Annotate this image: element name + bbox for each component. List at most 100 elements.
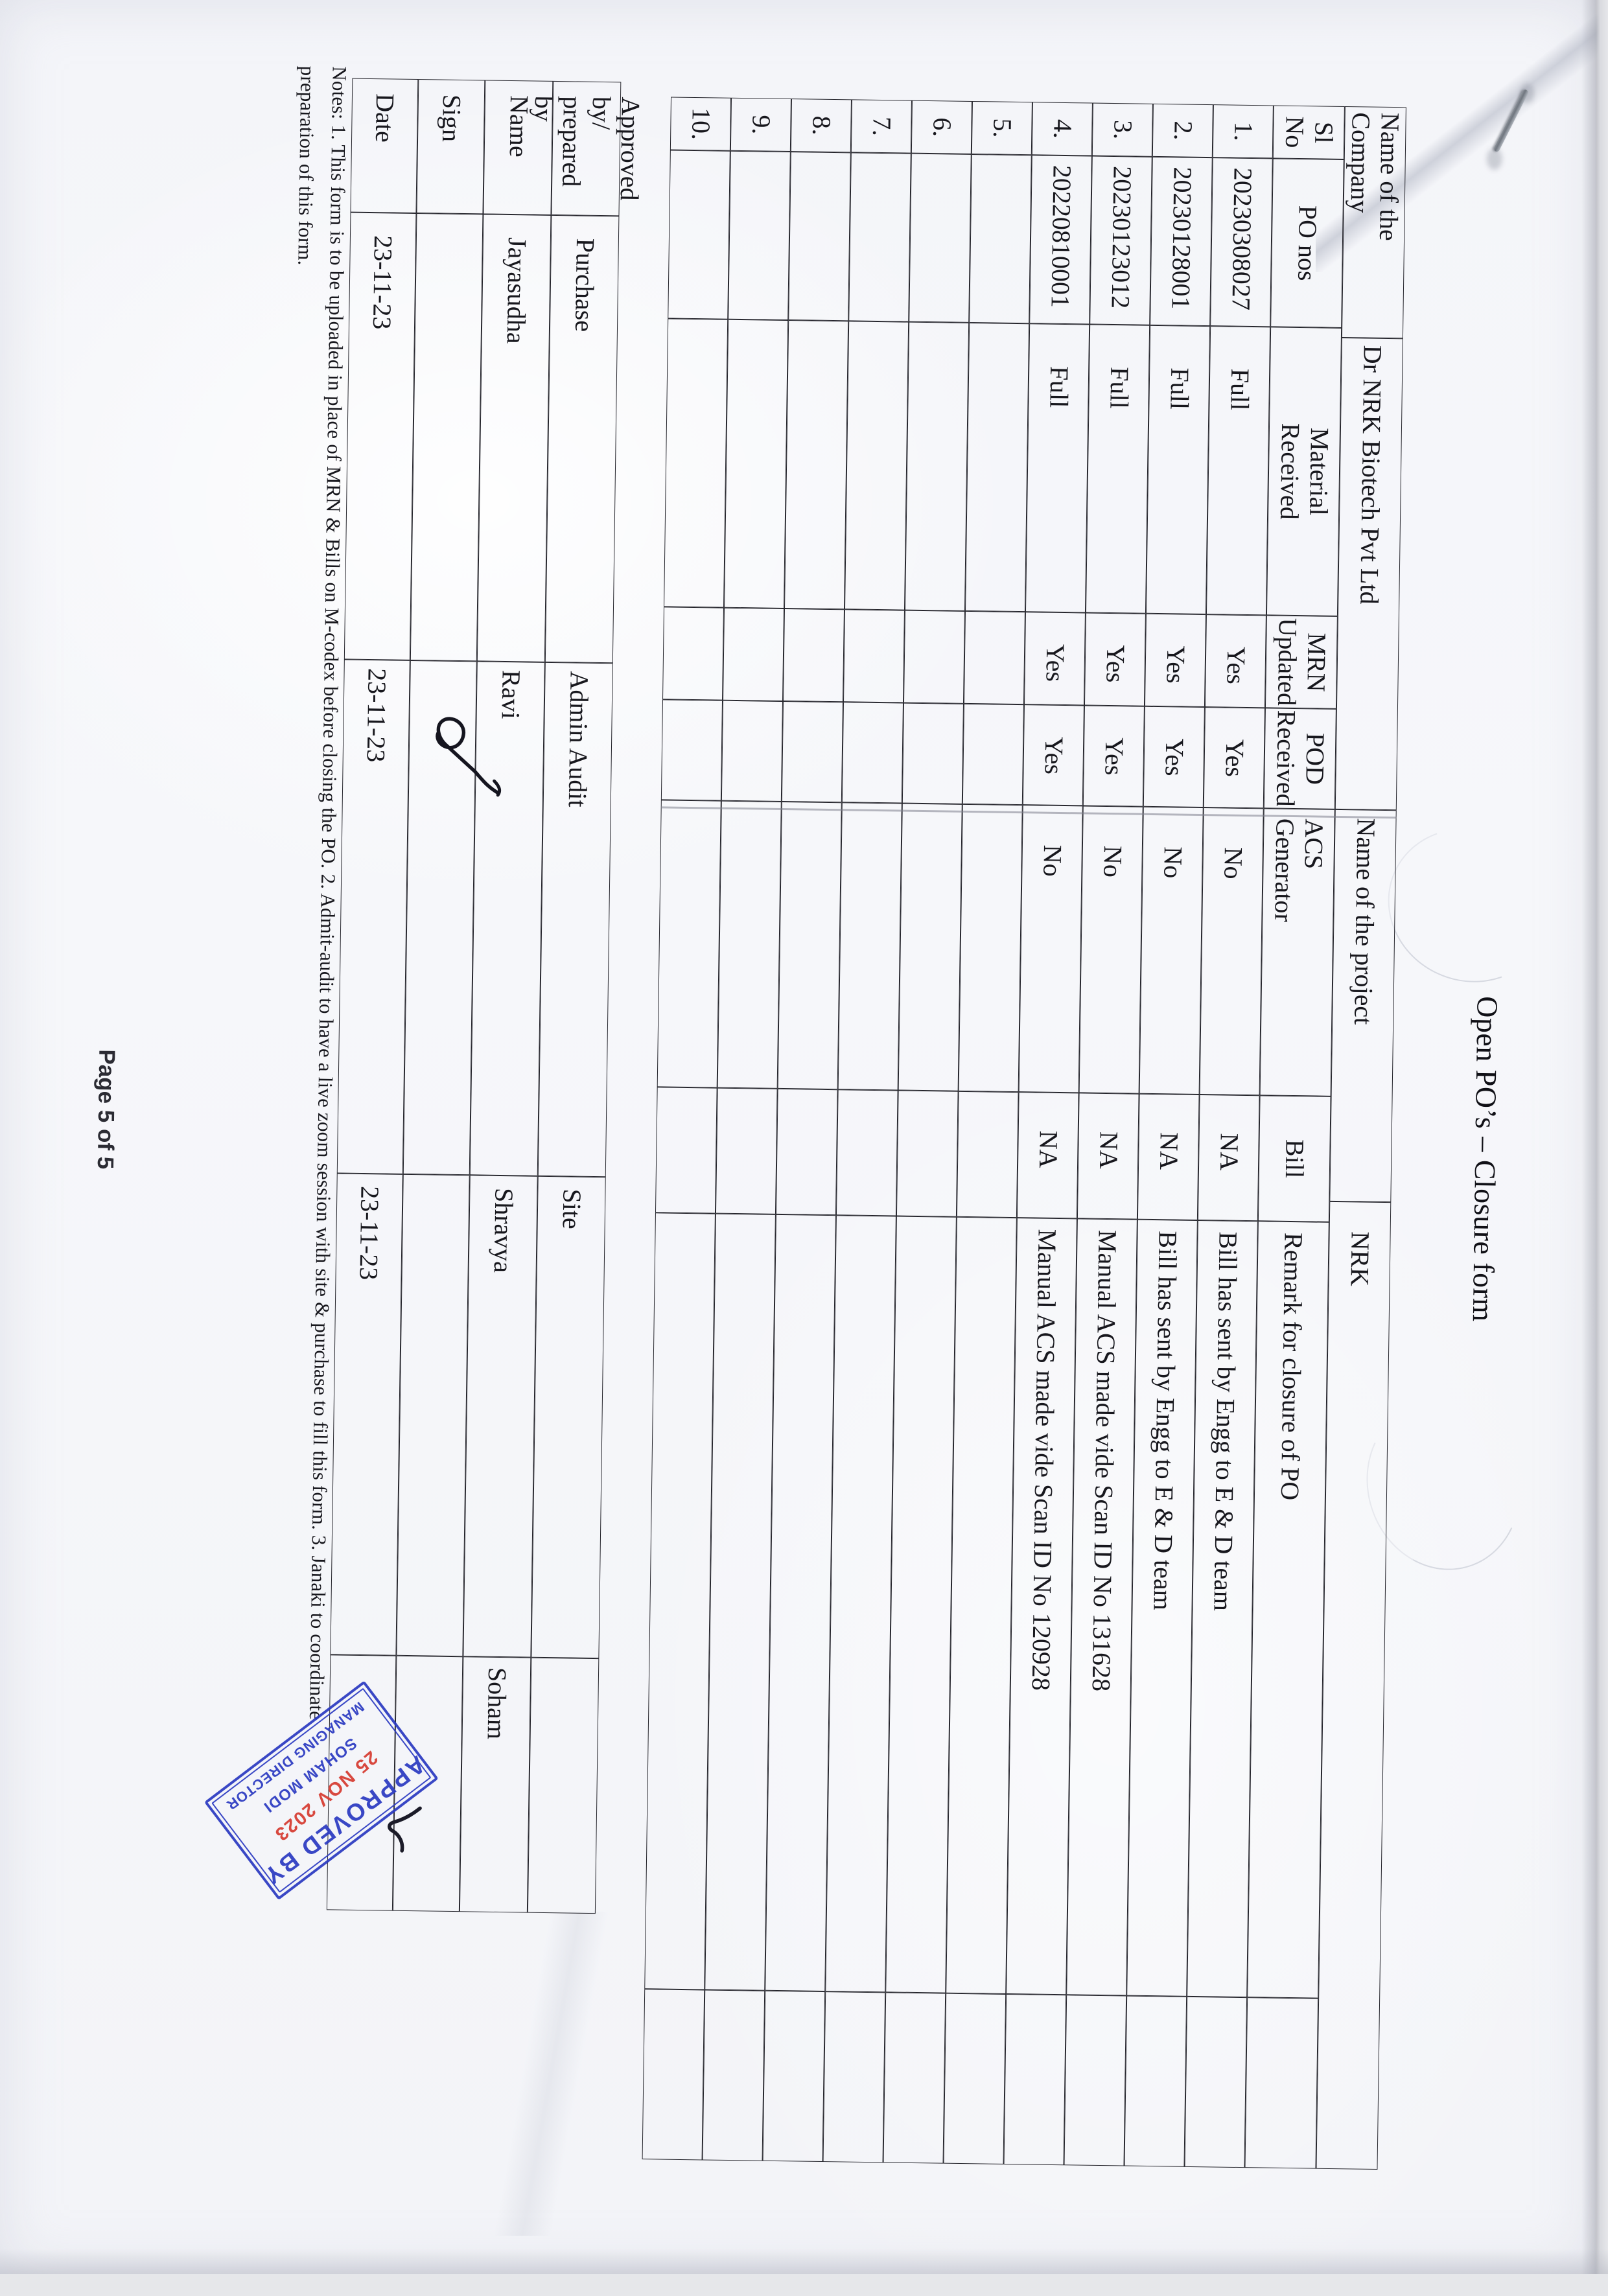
data-cell: Full <box>1025 323 1090 613</box>
data-cell: 1. <box>1212 104 1274 159</box>
data-cell <box>964 322 1030 612</box>
header-cell: Sl No <box>1272 105 1345 159</box>
paper-crease <box>1316 0 1608 272</box>
data-cell <box>835 1089 898 1216</box>
approval-cell: Name <box>483 80 553 215</box>
data-cell: Yes <box>1204 614 1266 708</box>
data-cell <box>843 609 905 703</box>
data-cell <box>883 1992 946 2164</box>
data-cell <box>1124 1995 1187 2167</box>
data-cell <box>844 321 909 610</box>
data-cell <box>958 804 1023 1093</box>
data-cell <box>662 607 725 701</box>
data-cell: NA <box>1137 1093 1200 1220</box>
data-cell: Manual ACS made vide Scan ID No 131628 <box>1066 1218 1137 1996</box>
data-cell <box>664 318 728 608</box>
approval-cell: Soham <box>459 1656 531 1913</box>
data-cell <box>762 1990 826 2163</box>
data-cell: Yes <box>1144 613 1206 708</box>
data-cell: No <box>1018 805 1083 1093</box>
data-cell <box>775 1088 838 1216</box>
data-cell <box>902 702 964 804</box>
header-cell: Material Received <box>1266 327 1342 616</box>
data-cell: 9. <box>730 97 791 152</box>
data-cell <box>724 319 789 609</box>
approval-cell: 23-11-23 <box>344 212 417 660</box>
data-cell: Yes <box>1082 705 1145 807</box>
notes-line-2: preparation of this form. <box>294 65 320 266</box>
data-cell: No <box>1139 806 1204 1095</box>
data-cell: 20230123012 <box>1089 156 1152 325</box>
data-cell <box>946 1216 1017 1994</box>
data-cell: Full <box>1145 325 1211 615</box>
approval-cell: Approved by/ prepared by <box>529 80 646 216</box>
approval-cell: Site <box>531 1176 606 1659</box>
company-row-cell: Dr NRK Biotech Pvt Ltd <box>1334 337 1403 811</box>
data-cell: 10. <box>670 97 732 151</box>
data-cell: Bill has sent by Engg to E & D team <box>1187 1220 1258 1998</box>
data-cell: Yes <box>1084 612 1146 706</box>
data-cell <box>903 610 965 704</box>
data-cell <box>644 1212 716 1990</box>
data-cell: Yes <box>1203 707 1265 809</box>
data-cell <box>788 152 851 321</box>
approval-cell: 23-11-23 <box>330 1173 403 1656</box>
data-cell: Yes <box>1022 704 1084 806</box>
data-cell: Yes <box>1143 706 1205 808</box>
data-cell <box>781 701 844 803</box>
paper-edge <box>1581 0 1608 2274</box>
header-cell <box>1244 1997 1319 2169</box>
data-cell <box>837 802 902 1091</box>
data-cell: 5. <box>971 100 1032 156</box>
data-cell <box>723 607 785 701</box>
data-cell <box>721 700 784 802</box>
data-cell <box>705 1213 776 1991</box>
data-cell <box>909 153 972 323</box>
data-cell: 2. <box>1152 103 1213 158</box>
data-cell <box>963 610 1025 705</box>
form-title: Open PO’s – Closure form <box>1466 995 1504 1323</box>
staple-icon <box>1493 88 1530 153</box>
signature-icon <box>436 717 502 797</box>
data-cell: Manual ACS made vide Scan ID No 120928 <box>1006 1218 1077 1995</box>
header-cell: PO nos <box>1270 158 1344 328</box>
data-cell <box>841 702 903 804</box>
data-cell <box>904 321 970 611</box>
approval-cell: Date <box>350 78 419 214</box>
data-cell: Full <box>1206 326 1271 616</box>
approval-cell <box>396 1174 470 1657</box>
data-cell <box>728 150 791 321</box>
data-cell <box>1184 1996 1248 2168</box>
data-cell <box>717 800 782 1089</box>
approval-cell: 23-11-23 <box>336 659 410 1174</box>
data-cell <box>784 320 849 610</box>
data-cell <box>962 703 1024 806</box>
data-cell: Yes <box>1023 612 1086 706</box>
data-cell: 6. <box>911 100 972 154</box>
data-cell <box>702 1989 765 2161</box>
data-cell: 8. <box>790 99 852 153</box>
data-cell: NA <box>1077 1093 1139 1220</box>
tick-signature-icon <box>388 1806 422 1853</box>
data-cell: 20230128001 <box>1150 156 1213 327</box>
data-cell <box>1064 1995 1127 2166</box>
data-cell <box>668 150 730 319</box>
data-cell <box>825 1215 896 1993</box>
data-cell <box>777 801 842 1090</box>
header-cell: ACS Generator <box>1259 808 1335 1096</box>
data-cell <box>898 803 962 1091</box>
header-cell: MRN Updated <box>1264 615 1338 709</box>
data-cell <box>765 1214 836 1992</box>
approval-cell: Purchase <box>544 215 620 664</box>
data-cell: 3. <box>1091 102 1153 157</box>
page-number: Page 5 of 5 <box>92 1049 120 1170</box>
data-cell <box>642 1989 705 2161</box>
data-cell <box>783 608 845 702</box>
data-cell: 4. <box>1031 102 1093 156</box>
header-cell: Bill <box>1257 1095 1331 1222</box>
data-cell <box>956 1091 1019 1218</box>
data-cell <box>885 1216 957 1993</box>
data-cell <box>848 152 911 322</box>
